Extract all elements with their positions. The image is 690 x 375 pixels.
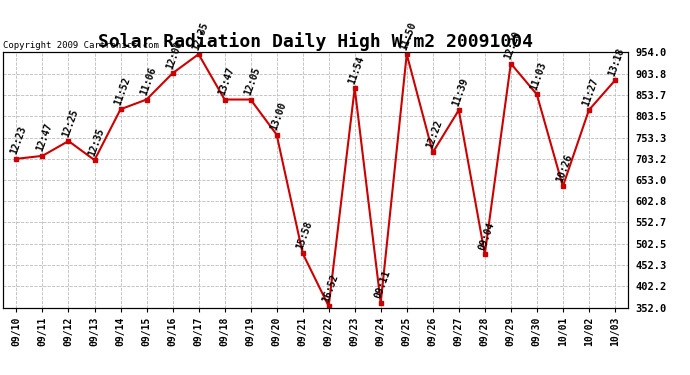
Text: 12:20: 12:20 <box>503 30 522 61</box>
Text: 11:06: 11:06 <box>139 66 158 97</box>
Text: 13:18: 13:18 <box>607 46 627 78</box>
Text: 12:47: 12:47 <box>34 122 54 153</box>
Text: 12:23: 12:23 <box>8 125 28 156</box>
Text: 11:39: 11:39 <box>451 76 470 107</box>
Text: 13:47: 13:47 <box>217 66 236 97</box>
Text: 15:58: 15:58 <box>295 219 314 251</box>
Title: Solar Radiation Daily High W/m2 20091004: Solar Radiation Daily High W/m2 20091004 <box>98 32 533 51</box>
Text: 11:50: 11:50 <box>399 20 418 51</box>
Text: 12:22: 12:22 <box>425 118 444 150</box>
Text: 12:35: 12:35 <box>190 20 210 51</box>
Text: 12:35: 12:35 <box>86 126 106 158</box>
Text: 12:00: 12:00 <box>164 39 184 70</box>
Text: 11:52: 11:52 <box>112 75 132 106</box>
Text: 11:03: 11:03 <box>529 61 549 92</box>
Text: 16:52: 16:52 <box>321 272 340 303</box>
Text: 11:27: 11:27 <box>581 76 600 107</box>
Text: 09:11: 09:11 <box>373 269 392 300</box>
Text: 09:04: 09:04 <box>477 220 496 251</box>
Text: 12:25: 12:25 <box>61 107 80 138</box>
Text: 11:54: 11:54 <box>346 54 366 85</box>
Text: 10:26: 10:26 <box>555 153 574 184</box>
Text: 12:05: 12:05 <box>243 66 262 97</box>
Text: Copyright 2009 Cartronics.com: Copyright 2009 Cartronics.com <box>3 41 159 50</box>
Text: 13:00: 13:00 <box>268 101 288 132</box>
